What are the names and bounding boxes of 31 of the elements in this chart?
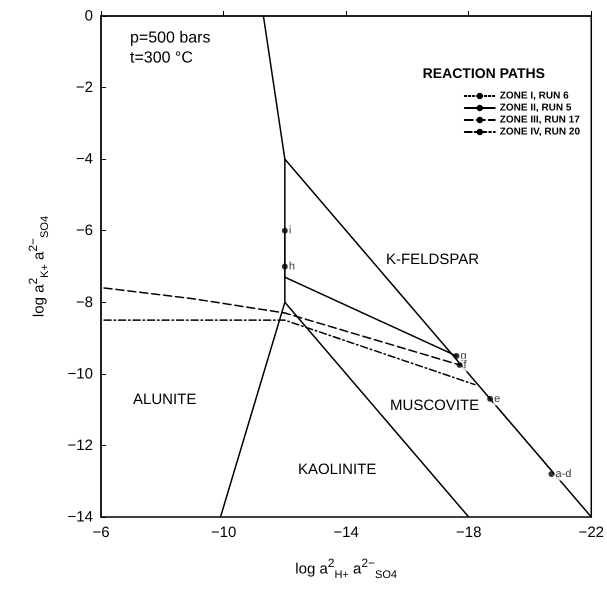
annotation: t=300 °C (130, 50, 193, 66)
annotation: KAOLINITE (298, 461, 376, 478)
y-axis-title: log a2K+ a2−SO4 (26, 216, 51, 318)
x-tick-label: −14 (333, 524, 359, 541)
legend-title: REACTION PATHS (422, 65, 546, 81)
annotation: e (494, 392, 500, 405)
annotation: K-FELDSPAR (386, 251, 480, 268)
annotation: h (288, 260, 295, 272)
legend-label: ZONE I, RUN 6 (500, 90, 570, 102)
annotation: MUSCOVITE (390, 397, 480, 414)
annotation: p=500 bars (130, 30, 211, 46)
legend-label: ZONE III, RUN 17 (500, 114, 580, 126)
annotation: ALUNITE (133, 391, 196, 408)
y-tick-label: −10 (68, 365, 93, 382)
legend-label: ZONE IV, RUN 20 (500, 126, 580, 138)
x-tick-label: −22 (578, 524, 604, 541)
y-tick-label: −12 (68, 436, 93, 454)
y-tick-label: −2 (76, 79, 93, 96)
y-tick-label: −14 (68, 508, 93, 526)
y-tick-label: 0 (84, 8, 93, 24)
annotation: g (460, 350, 467, 362)
y-tick-label: −6 (76, 222, 93, 240)
legend-label: ZONE II, RUN 5 (500, 102, 572, 114)
x-tick-label: −18 (456, 524, 482, 541)
y-tick-label: −8 (76, 294, 93, 311)
annotation: i (288, 224, 292, 237)
y-tick-label: −4 (76, 150, 93, 168)
x-tick-label: −10 (210, 524, 236, 541)
annotation: f (464, 358, 468, 371)
annotation: a-d (555, 468, 572, 480)
x-tick-label: −6 (92, 524, 110, 541)
